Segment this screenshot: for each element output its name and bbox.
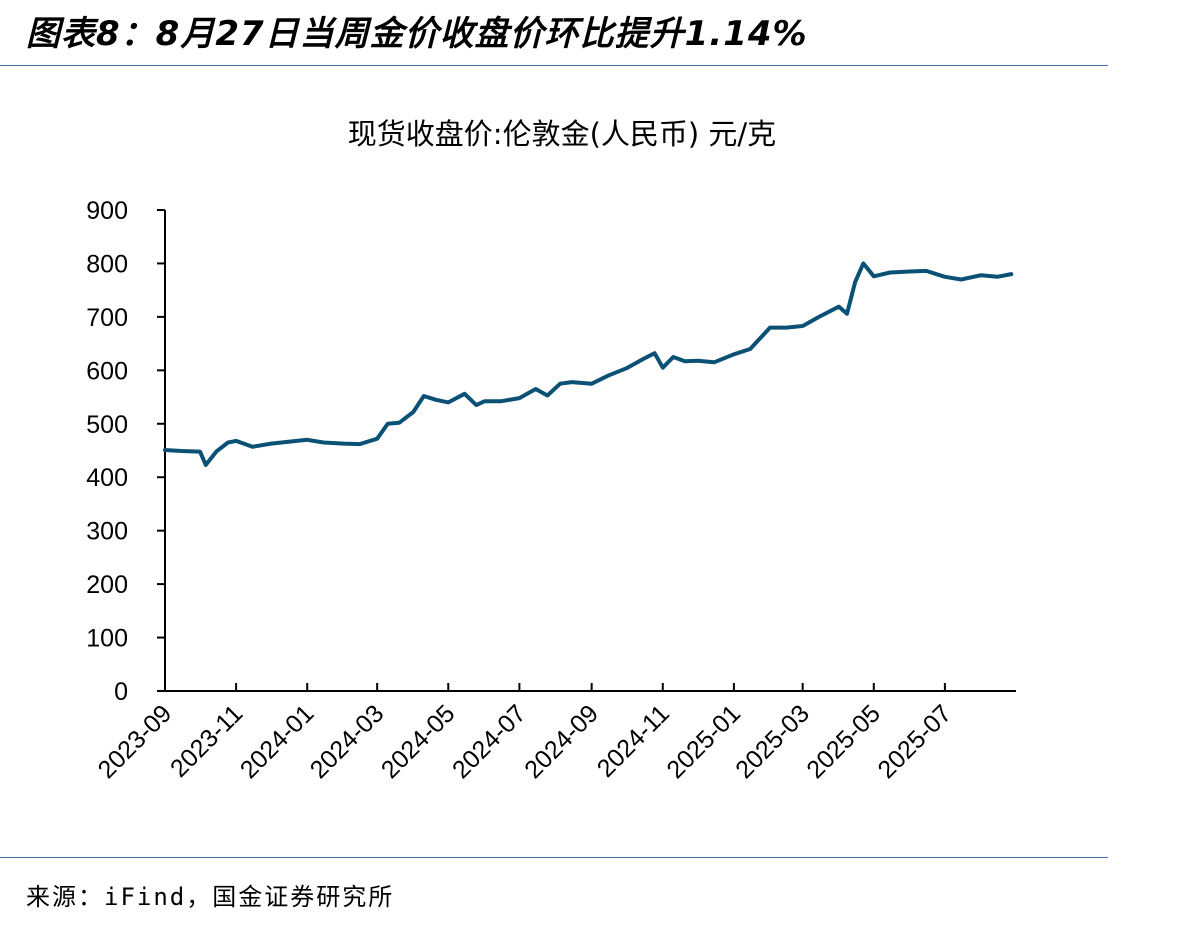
- x-tick-label: 2025-03: [730, 699, 815, 784]
- y-tick-label: 700: [86, 304, 128, 332]
- x-tick-label: 2025-05: [801, 699, 886, 784]
- chart-title: 现货收盘价:伦敦金(人民币) 元/克: [348, 117, 776, 151]
- y-tick-label: 900: [86, 197, 128, 225]
- x-tick-label: 2025-01: [661, 699, 746, 784]
- top-divider: [0, 65, 1108, 66]
- x-tick-label: 2023-11: [165, 699, 248, 782]
- y-tick-label: 0: [114, 678, 128, 706]
- bottom-divider: [0, 857, 1108, 858]
- line-chart: 现货收盘价:伦敦金(人民币) 元/克 0 100 200 300 400 500 600 70…: [86, 117, 1016, 784]
- x-axis: 2023-092023-112024-012024-032024-052024-…: [93, 683, 1016, 784]
- figure-title: 图表8：8月27日当周金价收盘价环比提升1.14%: [26, 14, 808, 54]
- y-tick-label: 500: [86, 411, 128, 439]
- y-tick-label: 300: [86, 518, 128, 546]
- y-tick-label: 800: [86, 250, 128, 278]
- source-note: 来源：iFind，国金证券研究所: [26, 883, 395, 911]
- x-tick-label: 2024-11: [592, 699, 675, 782]
- x-tick-label: 2024-01: [235, 699, 320, 784]
- y-axis: 0 100 200 300 400 500 600 700 800 900: [86, 197, 166, 706]
- x-tick-label: 2025-07: [872, 699, 957, 784]
- x-tick-label: 2024-07: [447, 699, 532, 784]
- x-tick-label: 2024-03: [305, 699, 390, 784]
- y-tick-label: 200: [86, 571, 128, 599]
- y-tick-label: 600: [86, 357, 128, 385]
- x-tick-label: 2024-09: [519, 699, 604, 784]
- y-tick-label: 100: [86, 625, 128, 653]
- gold-price-line: [163, 261, 1014, 467]
- x-tick-label: 2023-09: [93, 699, 178, 784]
- y-tick-label: 400: [86, 464, 128, 492]
- x-tick-label: 2024-05: [376, 699, 461, 784]
